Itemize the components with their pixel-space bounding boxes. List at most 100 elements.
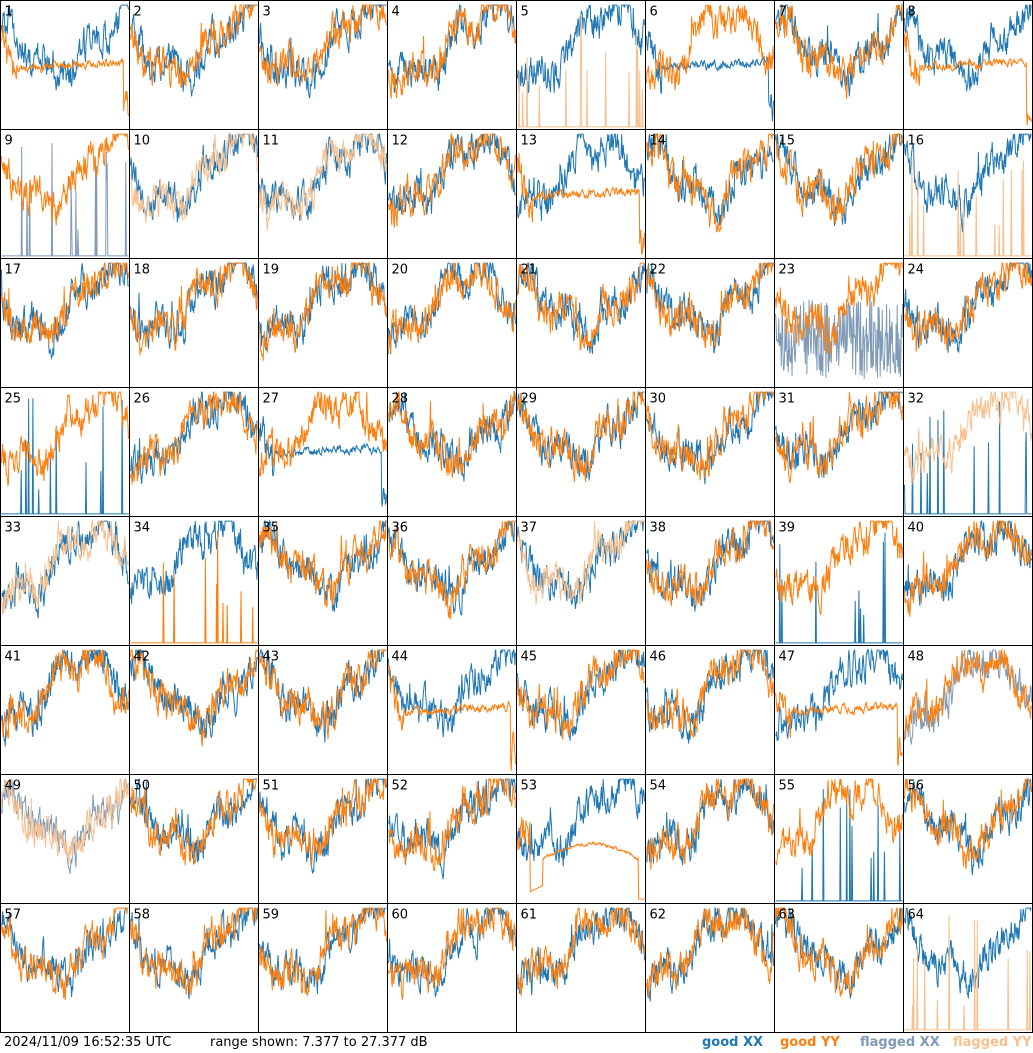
series-yy-tile-4 bbox=[388, 3, 516, 99]
tile-label: 39 bbox=[779, 521, 796, 536]
tile-52: 52 bbox=[387, 774, 517, 904]
series-yy-tile-14 bbox=[646, 132, 774, 233]
legend-good-xx: good XX bbox=[702, 1035, 764, 1050]
series-yy-tile-55 bbox=[775, 778, 903, 866]
tile-label: 40 bbox=[908, 521, 925, 536]
series-xx-tile-46 bbox=[646, 649, 774, 744]
tile-28: 28 bbox=[387, 387, 517, 517]
series-yy-tile-47 bbox=[775, 691, 903, 766]
tile-30: 30 bbox=[645, 387, 775, 517]
series-yy-tile-26 bbox=[130, 391, 258, 485]
tile-label: 36 bbox=[392, 521, 409, 536]
tile-23: 23 bbox=[774, 258, 904, 388]
tile-6: 6 bbox=[645, 0, 775, 130]
tile-label: 11 bbox=[263, 134, 280, 149]
tile-label: 55 bbox=[779, 779, 796, 794]
series-xx-tile-11 bbox=[259, 133, 387, 222]
tile-label: 59 bbox=[263, 908, 280, 923]
series-yy-tile-37 bbox=[517, 520, 645, 605]
series-yy-tile-10 bbox=[130, 133, 258, 223]
series-xx-tile-41 bbox=[1, 649, 129, 747]
series-yy-tile-32 bbox=[904, 391, 1032, 485]
series-xx-tile-14 bbox=[646, 132, 774, 226]
series-xx-tile-49 bbox=[1, 778, 129, 874]
series-yy-tile-27 bbox=[259, 391, 387, 477]
tile-label: 28 bbox=[392, 392, 409, 407]
series-xx-tile-43 bbox=[259, 648, 387, 743]
series-yy-tile-21 bbox=[517, 262, 645, 351]
tile-1: 1 bbox=[0, 0, 130, 130]
series-yy-tile-29 bbox=[517, 391, 645, 483]
series-yy-tile-19 bbox=[259, 261, 387, 361]
tile-label: 23 bbox=[779, 263, 796, 278]
series-yy-tile-42 bbox=[130, 649, 258, 747]
tile-55: 55 bbox=[774, 774, 904, 904]
tile-2: 2 bbox=[129, 0, 259, 130]
tile-29: 29 bbox=[516, 387, 646, 517]
tile-63: 63 bbox=[774, 903, 904, 1033]
series-xx-tile-44 bbox=[388, 648, 516, 738]
tile-40: 40 bbox=[903, 516, 1033, 646]
series-yy-tile-62 bbox=[646, 907, 774, 999]
series-yy-tile-30 bbox=[646, 391, 774, 481]
tile-58: 58 bbox=[129, 903, 259, 1033]
tile-46: 46 bbox=[645, 645, 775, 775]
tile-53: 53 bbox=[516, 774, 646, 904]
tile-label: 49 bbox=[5, 779, 22, 794]
tile-13: 13 bbox=[516, 129, 646, 259]
tile-label: 3 bbox=[263, 5, 271, 20]
series-yy-tile-3 bbox=[259, 3, 387, 87]
tile-frame bbox=[258, 0, 388, 130]
tile-frame bbox=[387, 387, 517, 517]
tile-31: 31 bbox=[774, 387, 904, 517]
tile-label: 29 bbox=[521, 392, 538, 407]
tile-label: 7 bbox=[779, 5, 787, 20]
tile-26: 26 bbox=[129, 387, 259, 517]
legend-good-yy: good YY bbox=[780, 1035, 840, 1050]
tile-label: 61 bbox=[521, 908, 538, 923]
series-yy-tile-11 bbox=[259, 133, 387, 231]
series-xx-tile-28 bbox=[388, 390, 516, 482]
series-yy-tile-15 bbox=[775, 133, 903, 225]
tile-12: 12 bbox=[387, 129, 517, 259]
tile-label: 33 bbox=[5, 521, 22, 536]
tile-21: 21 bbox=[516, 258, 646, 388]
series-yy-tile-53 bbox=[517, 816, 645, 900]
tile-label: 56 bbox=[908, 779, 925, 794]
series-yy-tile-49 bbox=[1, 778, 129, 864]
series-yy-tile-24 bbox=[904, 262, 1032, 352]
series-yy-tile-54 bbox=[646, 778, 774, 870]
series-xx-tile-10 bbox=[130, 132, 258, 223]
series-xx-tile-31 bbox=[775, 391, 903, 479]
series-yy-tile-13 bbox=[517, 153, 645, 255]
tile-48: 48 bbox=[903, 645, 1033, 775]
tile-11: 11 bbox=[258, 129, 388, 259]
series-yy-tile-25 bbox=[1, 391, 129, 487]
series-yy-tile-40 bbox=[904, 520, 1032, 617]
tile-50: 50 bbox=[129, 774, 259, 904]
tile-label: 17 bbox=[5, 263, 22, 278]
tile-label: 30 bbox=[650, 392, 667, 407]
tile-label: 1 bbox=[5, 5, 13, 20]
series-yy-tile-31 bbox=[775, 391, 903, 485]
tile-frame bbox=[387, 129, 517, 259]
tile-frame bbox=[0, 516, 130, 646]
tile-label: 31 bbox=[779, 392, 796, 407]
tile-label: 37 bbox=[521, 521, 538, 536]
tile-label: 42 bbox=[134, 650, 151, 665]
series-yy-tile-8 bbox=[904, 29, 1032, 126]
tile-label: 60 bbox=[392, 908, 409, 923]
series-yy-tile-22 bbox=[646, 262, 774, 349]
tile-label: 52 bbox=[392, 779, 409, 794]
series-yy-tile-18 bbox=[130, 261, 258, 356]
tile-41: 41 bbox=[0, 645, 130, 775]
series-xx-tile-52 bbox=[388, 778, 516, 880]
tile-label: 6 bbox=[650, 5, 658, 20]
tile-label: 34 bbox=[134, 521, 151, 536]
tile-frame bbox=[0, 774, 130, 904]
series-yy-tile-44 bbox=[388, 664, 516, 771]
series-yy-tile-52 bbox=[388, 777, 516, 871]
tile-label: 44 bbox=[392, 650, 409, 665]
tile-label: 54 bbox=[650, 779, 667, 794]
